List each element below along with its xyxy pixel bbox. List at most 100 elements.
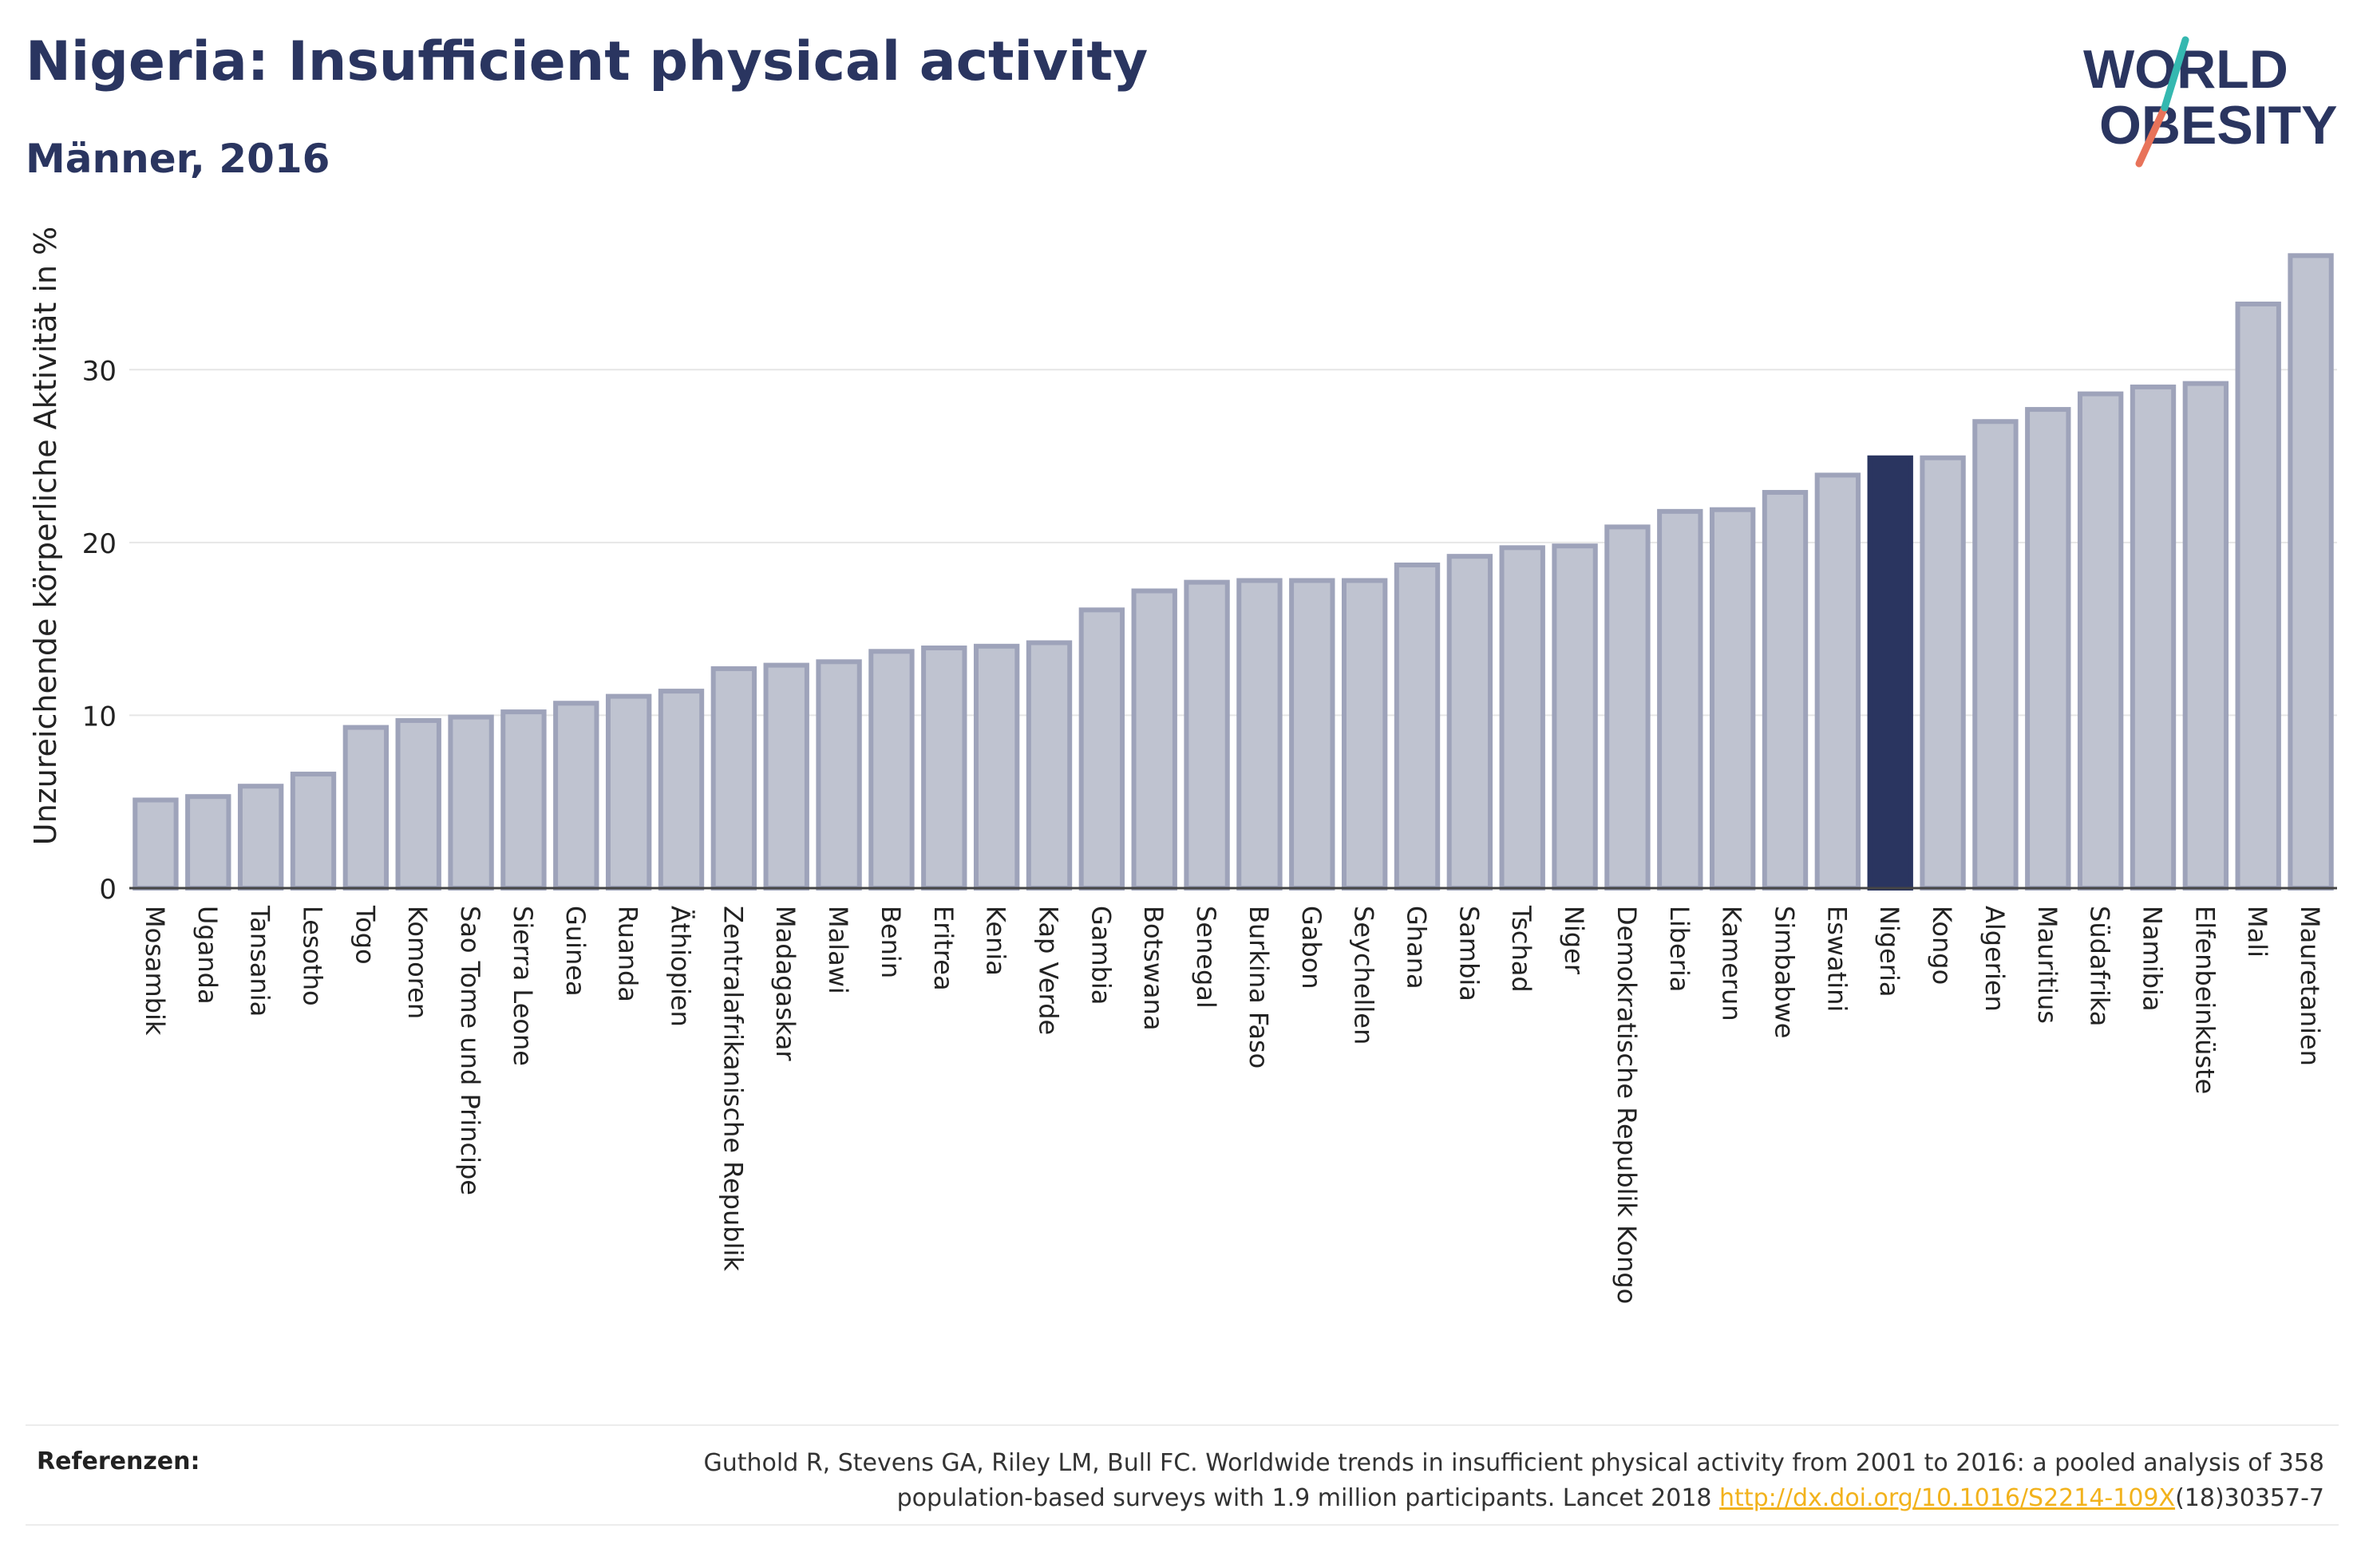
bar xyxy=(132,797,179,891)
y-tick-label: 10 xyxy=(82,701,117,733)
x-tick-label: Seychellen xyxy=(1349,906,1379,1045)
x-tick-label: Mali xyxy=(2242,906,2272,958)
x-tick-label: Senegal xyxy=(1191,906,1221,1009)
bar xyxy=(2025,407,2071,891)
chart-subtitle: Männer, 2016 xyxy=(26,136,330,182)
x-tick-label: Mauretanien xyxy=(2295,906,2325,1066)
bar xyxy=(2235,301,2281,891)
x-tick-label: Namibia xyxy=(2138,906,2168,1011)
x-tick-label: Ghana xyxy=(1402,906,1432,989)
bar xyxy=(1604,524,1651,891)
x-tick-label: Elfenbeinküste xyxy=(2189,906,2220,1094)
bar xyxy=(1446,554,1493,891)
x-tick-label: Demokratische Republik Kongo xyxy=(1612,906,1642,1304)
reference-doi-link[interactable]: http://dx.doi.org/10.1016/S2214-109X xyxy=(1719,1484,2176,1512)
bar xyxy=(1184,579,1230,891)
x-tick-label: Eswatini xyxy=(1821,906,1852,1012)
bar xyxy=(553,701,599,891)
x-tick-label: Kap Verde xyxy=(1034,906,1064,1035)
x-tick-label: Eritrea xyxy=(928,906,959,991)
x-tick-label: Sierra Leone xyxy=(508,906,538,1066)
world-obesity-logo: WORLD OBESITY xyxy=(2083,36,2338,168)
bar xyxy=(710,666,757,891)
x-tick-label: Kenia xyxy=(981,906,1011,976)
y-tick-label: 20 xyxy=(82,528,117,560)
footer-divider-top xyxy=(26,1424,2339,1426)
bar xyxy=(1341,578,1388,891)
x-tick-label: Liberia xyxy=(1664,906,1695,992)
logo-line2: OBESITY xyxy=(2099,95,2338,156)
y-axis-label: Unzureichende körperliche Aktivität in % xyxy=(28,227,63,845)
x-tick-label: Malawi xyxy=(823,906,853,994)
bar xyxy=(500,709,547,891)
x-tick-label: Gabon xyxy=(1296,906,1327,989)
bar xyxy=(763,662,809,891)
x-tick-label: Sambia xyxy=(1453,906,1484,1001)
bar xyxy=(1657,508,1703,891)
logo-slash-teal xyxy=(2161,36,2189,112)
bar xyxy=(1499,545,1545,891)
bar xyxy=(2130,384,2177,891)
y-tick-label: 0 xyxy=(99,874,117,906)
x-tick-label: Gambia xyxy=(1086,906,1116,1005)
x-tick-label: Ruanda xyxy=(613,906,643,1002)
bar xyxy=(816,659,862,891)
x-tick-label: Südafrika xyxy=(2085,906,2115,1026)
references-text: Guthold R, Stevens GA, Riley LM, Bull FC… xyxy=(488,1446,2324,1516)
x-tick-label: Togo xyxy=(350,905,380,965)
x-tick-label: Lesotho xyxy=(298,906,328,1006)
bar xyxy=(185,794,231,891)
bar xyxy=(1026,640,1073,891)
bar xyxy=(448,714,494,891)
bar xyxy=(395,717,441,891)
bar xyxy=(1814,472,1861,891)
bar-highlight xyxy=(1867,455,1913,891)
x-tick-label: Nigeria xyxy=(1874,906,1904,997)
x-tick-label: Algerien xyxy=(1979,906,2010,1012)
x-tick-label: Botswana xyxy=(1138,906,1169,1030)
bar-chart: 0 10 20 30 Unzureichende körperliche Aktivit… xyxy=(28,227,2337,1304)
bar xyxy=(2288,253,2334,891)
x-tick-label: Äthiopien xyxy=(666,906,696,1027)
bar xyxy=(1762,490,1809,891)
bar xyxy=(1972,419,2019,891)
x-tick-label: Kongo xyxy=(1927,906,1957,985)
x-tick-label: Guinea xyxy=(560,906,591,997)
reference-line-2: population-based surveys with 1.9 millio… xyxy=(896,1484,1720,1512)
x-tick-label: Kamerun xyxy=(1717,906,1747,1021)
x-tick-label: Tschad xyxy=(1506,905,1536,993)
x-tick-label: Simbabwe xyxy=(1770,906,1800,1038)
x-tick-label: Burkina Faso xyxy=(1244,906,1274,1068)
chart-title: Nigeria: Insufficient physical activity xyxy=(26,30,1149,93)
reference-suffix: (18)30357-7 xyxy=(2175,1484,2324,1512)
x-tick-label: Mosambik xyxy=(140,906,170,1036)
x-tick-label: Sao Tome und Principe xyxy=(455,906,485,1195)
bar xyxy=(2182,381,2229,891)
bar xyxy=(1394,562,1441,891)
footer-divider-bottom xyxy=(26,1524,2339,1526)
bar xyxy=(973,643,1020,891)
bar xyxy=(342,725,390,891)
bar xyxy=(605,693,652,891)
logo-slash-coral xyxy=(2135,104,2169,168)
references-label: Referenzen: xyxy=(37,1448,200,1475)
bar xyxy=(237,784,284,891)
bar xyxy=(1236,578,1283,891)
bar xyxy=(921,645,967,891)
bar xyxy=(1709,507,1756,891)
bar xyxy=(1289,578,1335,891)
x-tick-label: Komoren xyxy=(402,906,433,1019)
bar xyxy=(868,649,915,891)
x-tick-label: Niger xyxy=(1559,906,1589,975)
bar xyxy=(658,689,705,891)
bar xyxy=(1552,543,1598,891)
x-tick-label: Uganda xyxy=(192,906,223,1005)
bar xyxy=(1078,607,1125,891)
reference-line-1: Guthold R, Stevens GA, Riley LM, Bull FC… xyxy=(703,1449,2324,1477)
y-tick-label: 30 xyxy=(82,355,117,387)
x-tick-label: Zentralafrikanische Republik xyxy=(718,906,748,1271)
bar xyxy=(1131,588,1177,891)
bar xyxy=(2077,391,2124,891)
bar xyxy=(290,772,337,891)
x-tick-label: Madagaskar xyxy=(770,906,801,1061)
